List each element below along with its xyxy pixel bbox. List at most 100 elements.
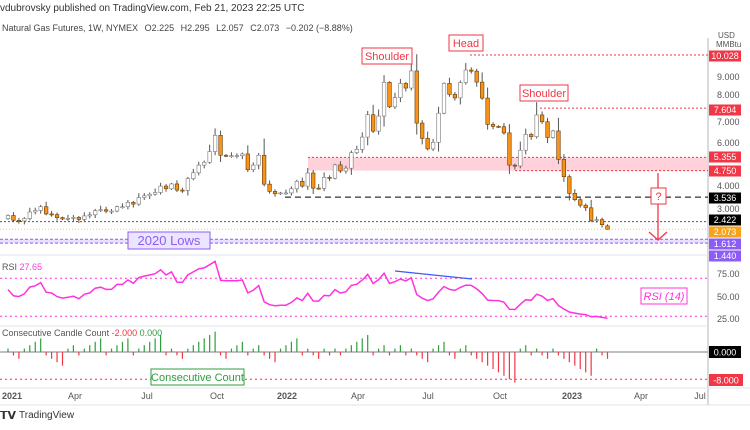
- candle-up: [136, 197, 141, 205]
- head-label-text: Head: [453, 38, 479, 50]
- right-shoulder-label-frame: [519, 84, 569, 102]
- price-label: 10.028: [711, 51, 739, 61]
- candle-down: [512, 164, 517, 167]
- candle-down: [561, 159, 566, 178]
- rsi-tick: 75.00: [717, 269, 740, 279]
- price-label-bg: [709, 192, 741, 204]
- price-tick: 4.000: [717, 181, 740, 191]
- price-label-bg: [709, 250, 741, 262]
- candle-down: [507, 132, 512, 166]
- candle-down: [545, 121, 550, 138]
- ohlc-close: C2.073: [250, 23, 280, 33]
- count-neg-label: -8.000: [713, 376, 739, 386]
- candle-down: [16, 220, 22, 222]
- price-label-bg: [709, 238, 741, 250]
- candle-up: [376, 115, 381, 132]
- candle-up: [33, 210, 38, 213]
- candle-up: [71, 217, 76, 219]
- head-label: Head: [448, 34, 484, 52]
- candle-up: [349, 152, 354, 169]
- candle-down: [104, 209, 109, 212]
- candle-up: [153, 192, 158, 195]
- zone-2020-lows: [0, 239, 708, 244]
- time-tick: Apr: [351, 391, 365, 401]
- count-neg-label-bg: [709, 374, 743, 386]
- candle-up: [109, 210, 114, 213]
- candle-up: [398, 83, 403, 98]
- price-label-bg: [709, 151, 741, 163]
- candle-up: [332, 164, 338, 179]
- candle-down: [44, 206, 49, 215]
- question-label: ?: [650, 187, 667, 205]
- candle-down: [316, 187, 321, 190]
- candle-up: [518, 149, 523, 167]
- candle-up: [82, 215, 87, 220]
- count-title: Consecutive Candle Count: [2, 328, 110, 338]
- candle-up: [463, 69, 468, 83]
- candle-down: [223, 154, 229, 157]
- candle-up: [65, 218, 71, 220]
- candle-up: [120, 206, 125, 209]
- count-value-neg: -2.000: [111, 328, 138, 338]
- candle-down: [262, 154, 267, 185]
- candle-down: [529, 134, 534, 137]
- right-shoulder-label-text: Shoulder: [522, 88, 566, 100]
- candle-down: [49, 213, 54, 216]
- price-label: 7.604: [714, 105, 737, 115]
- candle-up: [38, 206, 43, 211]
- candle-down: [371, 114, 376, 132]
- candle-up: [142, 195, 147, 198]
- price-tick: 6.000: [717, 138, 740, 148]
- consecutive-count-label: Consecutive Count: [150, 368, 245, 386]
- candle-up: [185, 178, 190, 191]
- publisher-line: vdubrovsky published on TradingView.com,…: [0, 3, 305, 14]
- rsi-value: 27.65: [19, 262, 43, 272]
- rsi-divergence-line: [394, 270, 473, 280]
- symbol-name[interactable]: Natural Gas Futures, 1W, NYMEX: [2, 23, 139, 33]
- candle-down: [60, 217, 65, 220]
- time-tick: Apr: [634, 391, 648, 401]
- candle-down: [163, 185, 169, 190]
- symbol-legend: Natural Gas Futures, 1W, NYMEX O2.225 H2…: [2, 23, 357, 33]
- candle-down: [496, 126, 501, 128]
- candle-up: [430, 142, 436, 150]
- candle-up: [213, 135, 218, 152]
- candle-down: [311, 172, 316, 189]
- candle-up: [93, 210, 98, 216]
- consecutive-count-label-frame: [150, 368, 245, 386]
- rsi-line: [7, 260, 608, 319]
- candle-up: [283, 192, 289, 195]
- candle-down: [131, 202, 136, 205]
- rsi-tick: 25.00: [717, 314, 740, 324]
- candle-down: [485, 97, 490, 125]
- price-label-bg: [709, 214, 741, 226]
- candle-up: [354, 149, 359, 153]
- time-tick: 2022: [277, 391, 297, 401]
- time-tick: Oct: [210, 391, 225, 401]
- candle-up: [305, 172, 310, 187]
- candle-up: [147, 193, 152, 197]
- price-tick: 7.000: [717, 117, 740, 127]
- candle-up: [256, 154, 261, 166]
- price-label-bg: [709, 104, 741, 116]
- price-label: 5.355: [714, 152, 737, 162]
- candle-down: [54, 214, 60, 218]
- left-shoulder-label: Shoulder: [361, 47, 413, 65]
- candle-down: [490, 124, 496, 127]
- price-label: 3.536: [714, 193, 737, 203]
- rsi-14-label-text: RSI (14): [644, 291, 685, 303]
- candle-up: [158, 185, 163, 193]
- right-shoulder-label: Shoulder: [519, 84, 569, 102]
- candle-up: [550, 130, 556, 138]
- candle-down: [539, 114, 545, 123]
- tradingview-footer[interactable]: 𝗧𝗩 TradingView: [0, 409, 74, 422]
- candle-up: [5, 215, 11, 220]
- candle-down: [420, 122, 425, 139]
- time-tick: Jul: [422, 391, 434, 401]
- consecutive-count-label-text: Consecutive Count: [151, 372, 244, 384]
- price-label-bg: [709, 165, 741, 177]
- left-shoulder-label-text: Shoulder: [365, 51, 409, 63]
- candle-down: [267, 183, 272, 192]
- rsi-title: RSI: [2, 262, 18, 272]
